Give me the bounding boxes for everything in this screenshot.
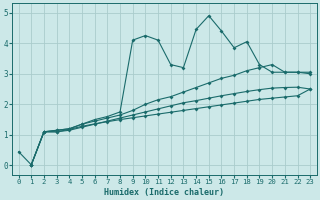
X-axis label: Humidex (Indice chaleur): Humidex (Indice chaleur) — [104, 188, 224, 197]
